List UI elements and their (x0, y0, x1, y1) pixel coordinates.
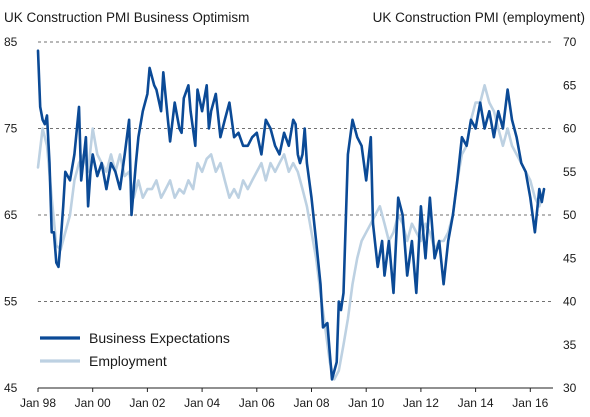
right-tick-label: 35 (563, 338, 577, 352)
left-axis-ticks: 45 55 65 75 85 (4, 35, 18, 395)
right-tick-label: 65 (563, 78, 577, 92)
x-tick-label: Jan 98 (20, 396, 56, 410)
legend-label-employment: Employment (89, 353, 167, 369)
right-axis-ticks: 30 35 40 45 50 55 60 65 70 (563, 35, 577, 395)
left-tick-label: 65 (4, 208, 18, 222)
left-tick-label: 55 (4, 295, 18, 309)
series-lines (36, 49, 546, 381)
x-tick-label: Jan 14 (458, 396, 494, 410)
left-tick-label: 75 (4, 122, 18, 136)
x-tick-label: Jan 16 (512, 396, 548, 410)
right-tick-label: 45 (563, 251, 577, 265)
chart-title-right: UK Construction PMI (employment) (373, 10, 585, 25)
left-tick-label: 45 (4, 381, 18, 395)
right-tick-label: 50 (563, 208, 577, 222)
gridlines (38, 41, 553, 389)
x-tick-label: Jan 00 (75, 396, 111, 410)
right-tick-label: 70 (563, 35, 577, 49)
series-line-business-expectations (36, 49, 546, 381)
x-tick-label: Jan 10 (348, 396, 384, 410)
legend-label-business-expectations: Business Expectations (89, 330, 230, 346)
chart-title-left: UK Construction PMI Business Optimism (4, 10, 249, 25)
right-tick-label: 55 (563, 165, 577, 179)
x-tick-label: Jan 02 (129, 396, 165, 410)
left-tick-label: 85 (4, 35, 18, 49)
x-tick-label: Jan 06 (239, 396, 275, 410)
x-tick-label: Jan 12 (403, 396, 439, 410)
right-tick-label: 60 (563, 122, 577, 136)
legend: Business Expectations Employment (40, 330, 230, 369)
x-axis-ticks: Jan 98 Jan 00 Jan 02 Jan 04 Jan 06 Jan 08 Jan … (20, 388, 549, 410)
right-tick-label: 30 (563, 381, 577, 395)
right-tick-label: 40 (563, 295, 577, 309)
x-tick-label: Jan 04 (184, 396, 220, 410)
x-tick-label: Jan 08 (293, 396, 329, 410)
